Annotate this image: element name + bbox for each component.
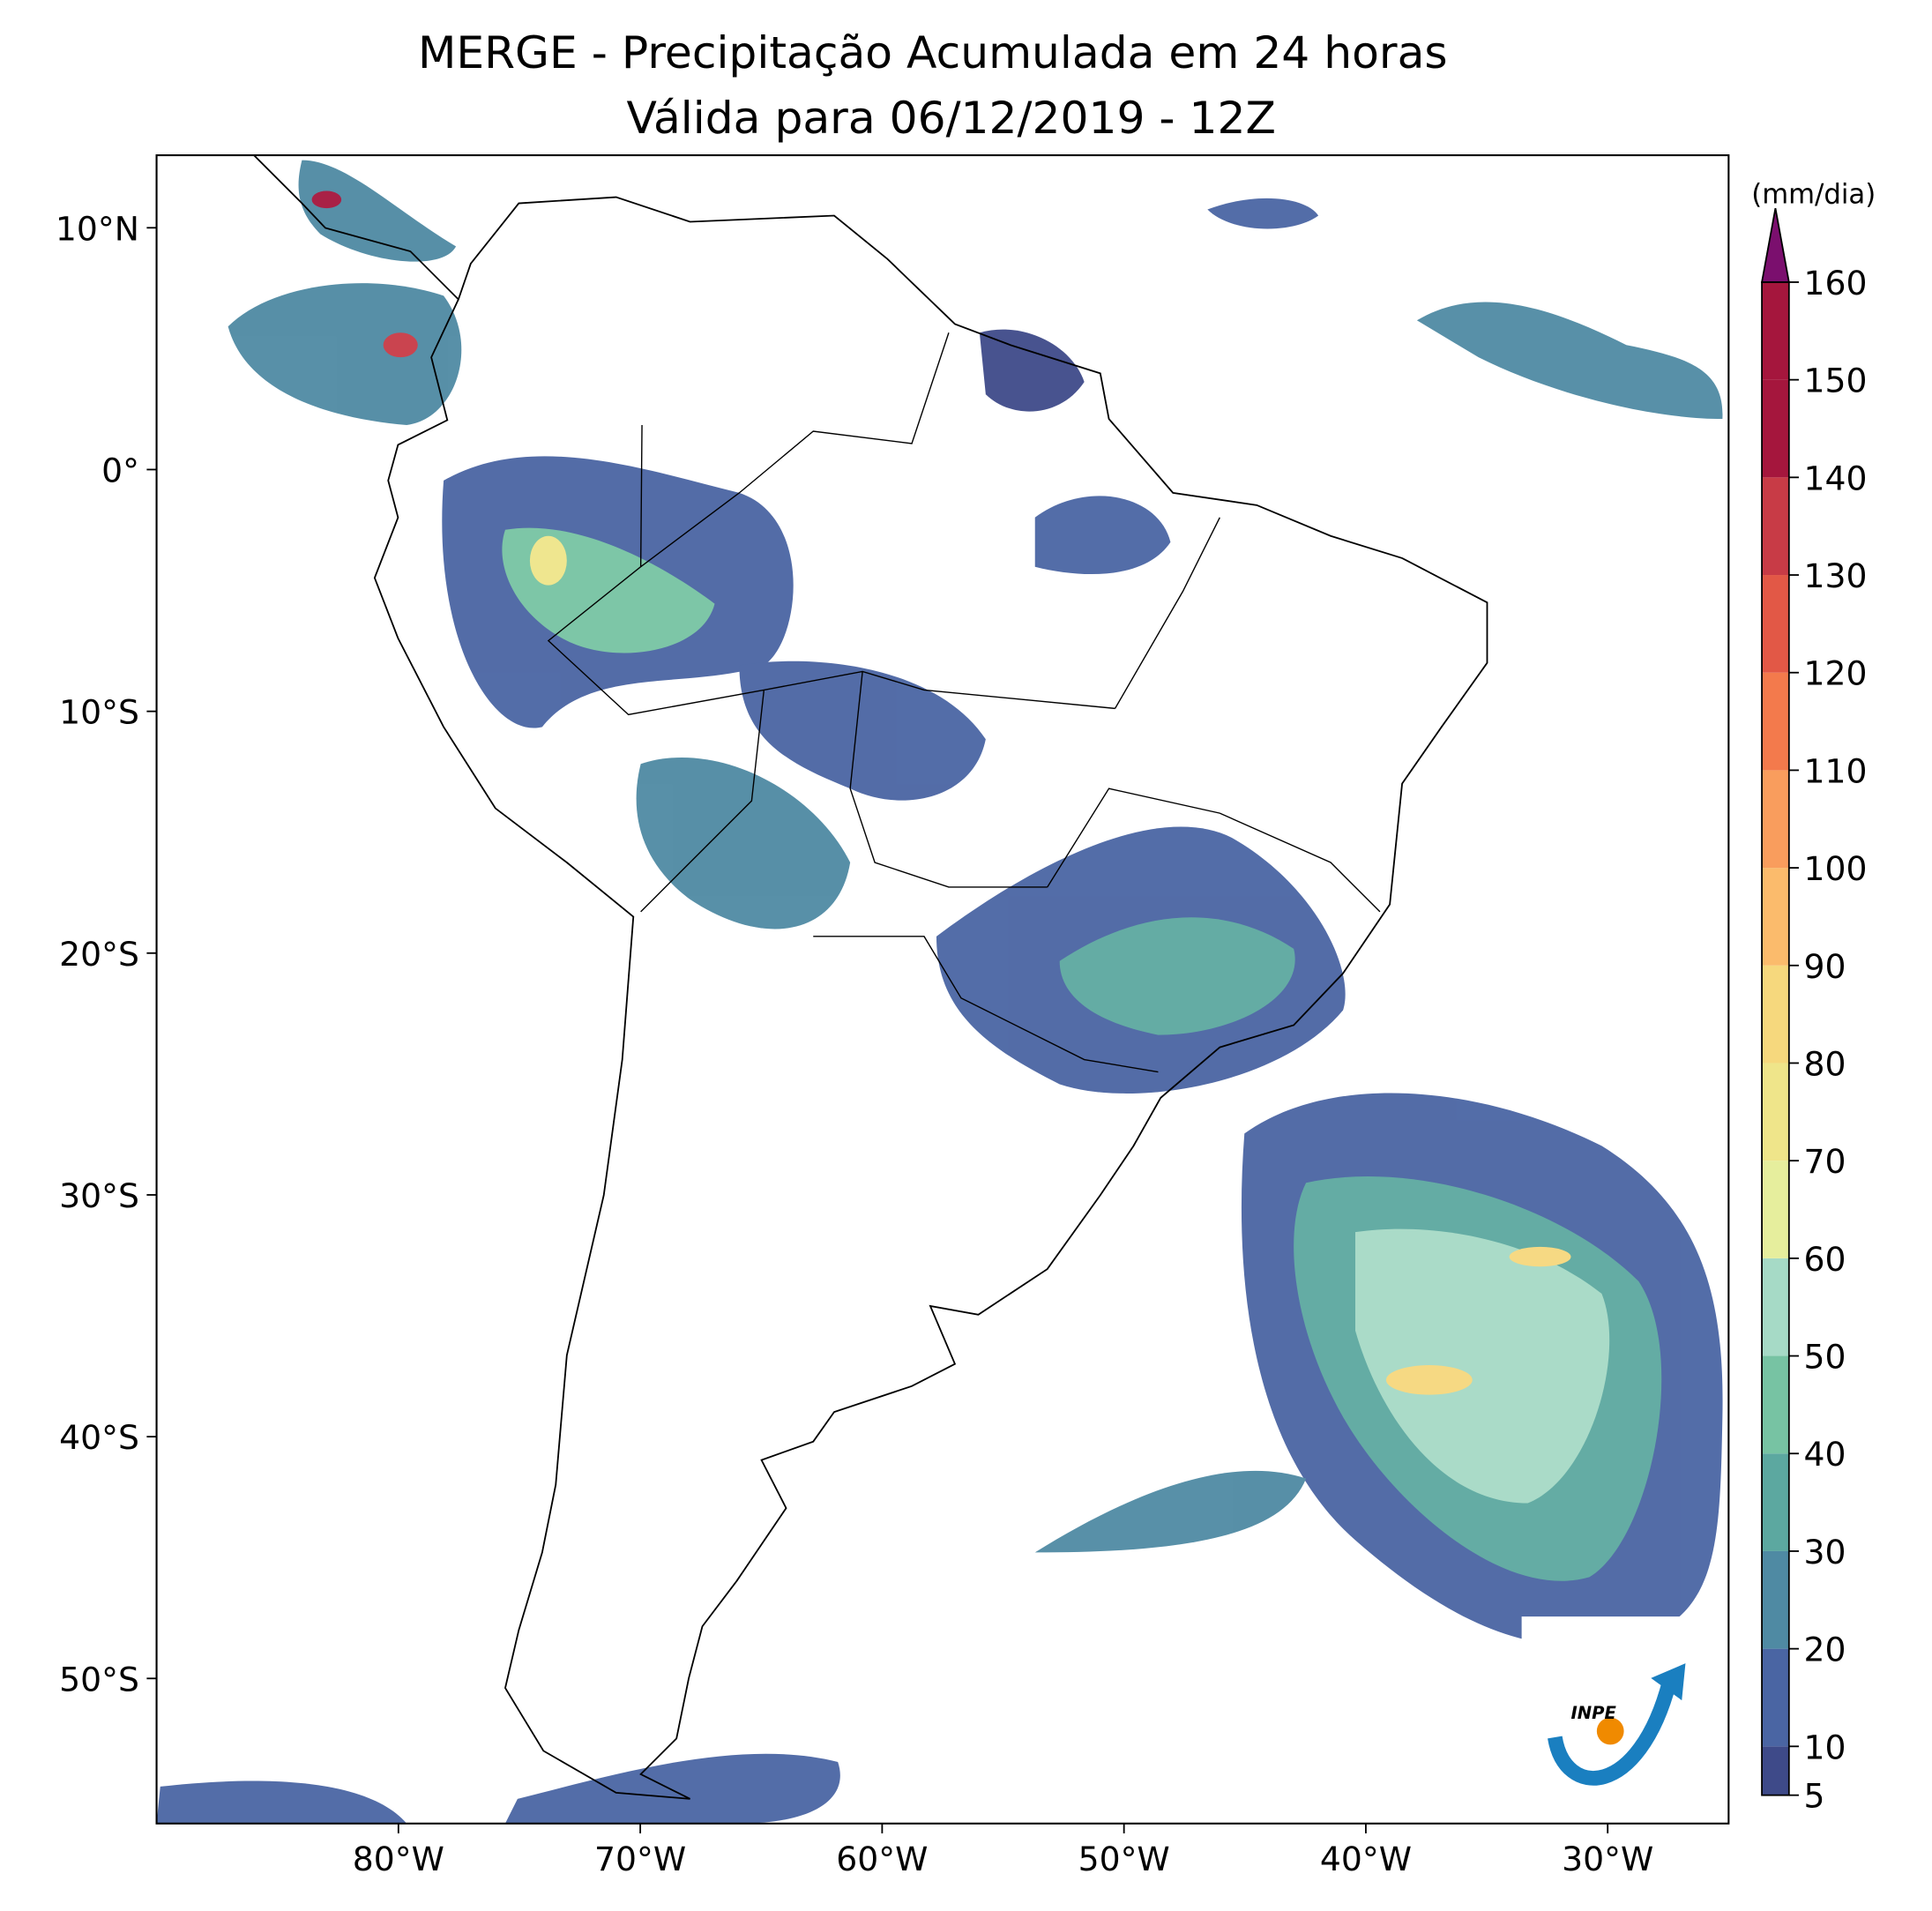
rain-core <box>529 535 567 586</box>
colorbar-band <box>1762 770 1789 869</box>
colorbar-tick-label: 140 <box>1804 459 1868 497</box>
rain-area <box>156 1780 407 1824</box>
colorbar-band <box>1762 379 1789 478</box>
colorbar-band <box>1762 672 1789 771</box>
logo: INPE <box>1521 1616 1709 1799</box>
y-tick-label: 0° <box>101 451 139 489</box>
colorbar-band <box>1762 1550 1789 1649</box>
x-tick-label: 60°W <box>836 1840 928 1878</box>
colorbar-tick-label: 60 <box>1804 1240 1846 1279</box>
x-tick-label: 40°W <box>1320 1840 1412 1878</box>
rain-area <box>1059 917 1295 1035</box>
x-tick-label: 50°W <box>1078 1840 1170 1878</box>
rain-area <box>504 1753 840 1824</box>
borders <box>547 332 1381 1073</box>
colorbar-band <box>1762 1258 1789 1356</box>
colorbar-band <box>1762 477 1789 576</box>
rain-core <box>311 190 342 209</box>
rain-area <box>1034 1470 1307 1553</box>
logo-text: INPE <box>1571 1703 1617 1723</box>
colorbar-extension <box>1760 207 1790 283</box>
colorbar-label: (mm/dia) <box>1751 179 1876 211</box>
rain-area <box>1034 496 1171 575</box>
colorbar-tick-label: 100 <box>1804 849 1868 888</box>
rain-area <box>228 283 462 426</box>
colorbar-band <box>1762 1648 1789 1747</box>
y-tick-label: 20°S <box>59 935 139 974</box>
logo-arc <box>1548 1679 1677 1786</box>
rain-area <box>298 160 457 262</box>
colorbar-tick-label: 70 <box>1804 1142 1846 1181</box>
colorbar-band <box>1762 1746 1789 1795</box>
logo-dot <box>1596 1717 1624 1745</box>
title-line: Válida para 06/12/2019 - 12Z <box>626 92 1276 144</box>
logo-arrow <box>1651 1663 1686 1701</box>
colorbar-band <box>1762 1063 1789 1161</box>
colorbar-tick-label: 80 <box>1804 1044 1846 1083</box>
x-tick-label: 70°W <box>594 1840 686 1878</box>
colorbar-tick-label: 160 <box>1804 264 1868 302</box>
colorbar-tick-label: 5 <box>1804 1777 1825 1816</box>
map <box>156 154 1723 1824</box>
map-frame <box>155 153 1730 1825</box>
colorbar-band <box>1762 1355 1789 1454</box>
y-tick-label: 40°S <box>59 1418 139 1457</box>
colorbar-band <box>1762 868 1789 966</box>
rain-area <box>979 329 1085 412</box>
colorbar-tick-label: 50 <box>1804 1338 1846 1377</box>
y-tick-label: 10°N <box>56 209 139 248</box>
colorbar-tick-label: 20 <box>1804 1631 1846 1669</box>
colorbar-frame <box>1761 281 1790 1796</box>
rain-area <box>739 661 986 801</box>
y-tick-label: 30°S <box>59 1176 139 1215</box>
x-tick-label: 80°W <box>353 1840 444 1878</box>
colorbar-band <box>1762 575 1789 673</box>
title-line: MERGE - Precipitação Acumulada em 24 hor… <box>418 26 1448 78</box>
colorbar-tick-label: 10 <box>1804 1728 1846 1766</box>
colorbar-band <box>1762 1453 1789 1551</box>
rain-area <box>636 757 851 929</box>
colorbar-tick-label: 130 <box>1804 556 1868 595</box>
colorbar-tick-label: 120 <box>1804 654 1868 693</box>
rain-area <box>1207 198 1319 229</box>
colorbar-tick-label: 30 <box>1804 1533 1846 1571</box>
coastline <box>253 154 1488 1800</box>
x-tick-label: 30°W <box>1562 1840 1653 1878</box>
colorbar-band <box>1762 281 1789 380</box>
colorbar-tick-label: 90 <box>1804 947 1846 986</box>
colorbar-band <box>1762 1161 1789 1258</box>
y-tick-label: 50°S <box>59 1660 139 1698</box>
rain-core <box>1385 1365 1473 1395</box>
rain-core <box>1509 1246 1571 1267</box>
rain-area <box>1355 1228 1610 1504</box>
colorbar-band <box>1762 965 1789 1064</box>
y-tick-label: 10°S <box>59 693 139 732</box>
rain-core <box>383 332 418 358</box>
precipitation <box>156 160 1723 1824</box>
rain-area <box>1416 302 1723 420</box>
colorbar-tick-label: 40 <box>1804 1435 1846 1474</box>
colorbar-tick-label: 150 <box>1804 362 1868 400</box>
colorbar: 5 10 20 30 40 50 60 70 80 90 100 110 120 130 140 150 160 <box>1760 207 1868 1816</box>
colorbar-tick-label: 110 <box>1804 751 1868 790</box>
